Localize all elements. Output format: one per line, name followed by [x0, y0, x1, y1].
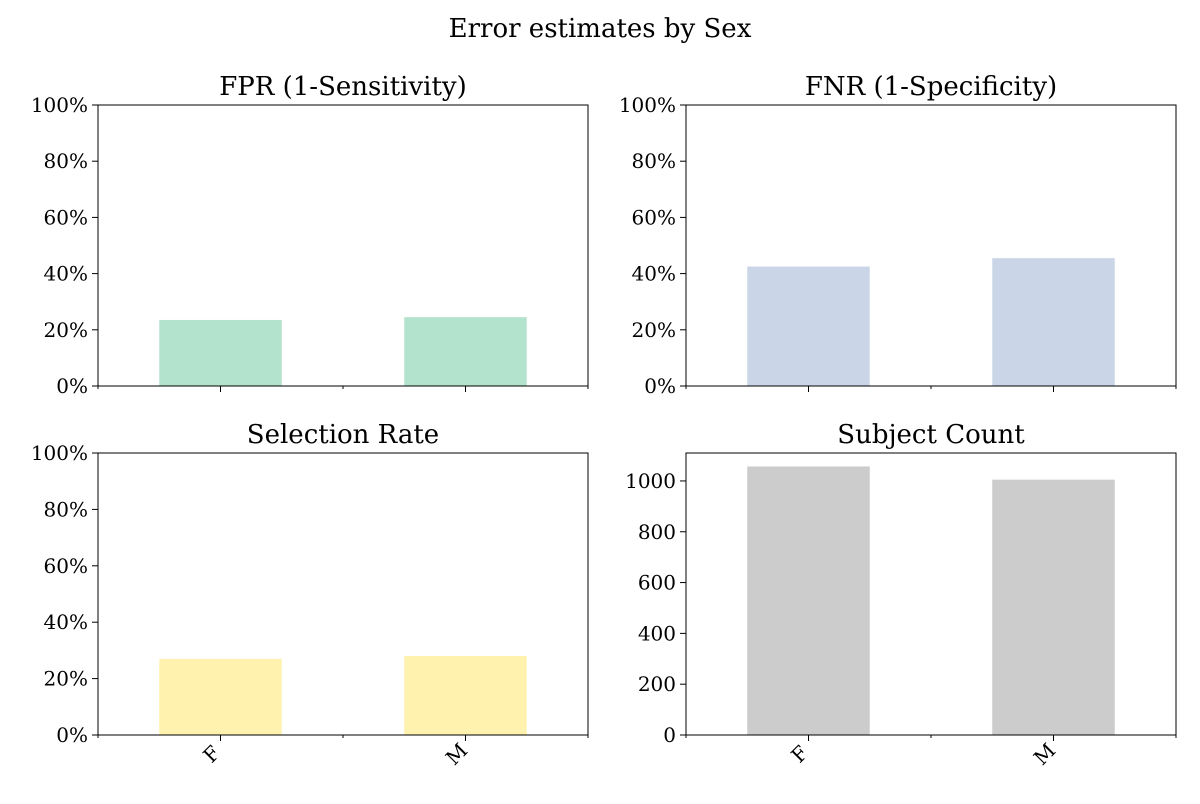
panel-1-ytick-label: 60% [44, 205, 88, 229]
panel-1-ytick-label: 40% [44, 262, 88, 286]
panel-4-ytick-label: 1000 [625, 469, 676, 493]
panel-1-frame [97, 104, 589, 387]
panel-2-ytick-label: 100% [619, 93, 676, 117]
panel-3-ytick-label: 100% [31, 441, 88, 465]
panel-3-bar-f [159, 658, 282, 735]
panel-3-ytick-label: 60% [44, 554, 88, 578]
panel-2-ytick-label: 80% [632, 149, 676, 173]
panel-3-xtick-label: M [441, 738, 472, 769]
panel-2-ytick-label: 20% [632, 318, 676, 342]
panel-4-ytick-label: 800 [638, 520, 676, 544]
panel-3-ytick-label: 0% [56, 723, 88, 747]
panel-1-bar-f [159, 319, 282, 386]
panel-2-ytick-label: 40% [632, 262, 676, 286]
panel-4-ytick-label: 400 [638, 621, 676, 645]
panel-3-ytick-label: 80% [44, 497, 88, 521]
panel-4-title: Subject Count [837, 420, 1025, 450]
panel-3-ytick-label: 40% [44, 610, 88, 634]
panel-3-bar-m [404, 656, 527, 735]
panel-4-bar-m [992, 479, 1115, 735]
panel-2-bar-f [747, 266, 870, 386]
panel-2-frame [685, 104, 1177, 387]
panel-4-frame [685, 452, 1177, 736]
panel-2-ytick-label: 60% [632, 205, 676, 229]
panel-2-bar-m [992, 258, 1115, 386]
panel-2-ytick-label: 0% [644, 374, 676, 398]
panel-1-ytick-label: 20% [44, 318, 88, 342]
panel-4-xtick-label: F [786, 741, 813, 768]
panel-2-title: FNR (1-Specificity) [805, 72, 1057, 102]
panel-4-xtick-label: M [1029, 738, 1060, 769]
panel-3-frame [97, 452, 589, 736]
panel-3-xtick-label: F [198, 741, 225, 768]
panel-4-ytick-label: 600 [638, 571, 676, 595]
panel-4-bar-f [747, 466, 870, 735]
panel-1-ytick-label: 100% [31, 93, 88, 117]
panel-4-ytick-label: 200 [638, 672, 676, 696]
panel-1-ytick-label: 0% [56, 374, 88, 398]
panel-1-bar-m [404, 317, 527, 386]
panel-3-ytick-label: 20% [44, 667, 88, 691]
figure-title: Error estimates by Sex [449, 14, 752, 44]
panel-4-ytick-label: 0 [663, 723, 676, 747]
panel-1-ytick-label: 80% [44, 149, 88, 173]
panel-1-title: FPR (1-Sensitivity) [219, 72, 467, 102]
panel-3-title: Selection Rate [247, 420, 439, 450]
